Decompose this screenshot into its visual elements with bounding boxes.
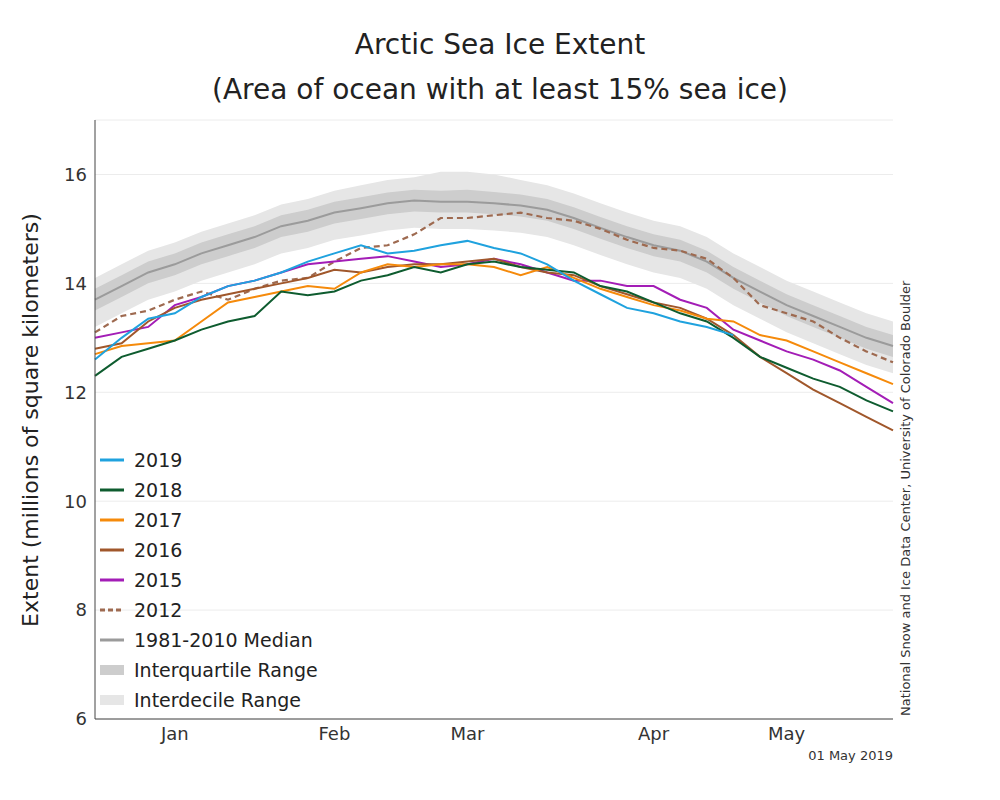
svg-text:14: 14 [64, 273, 87, 294]
html-text:01 May 2019: 01 May 2019 [808, 748, 893, 763]
svg-text:16: 16 [64, 164, 87, 185]
html-text:2019: 2019 [134, 449, 183, 471]
html-text:2015: 2015 [134, 569, 183, 591]
html-text:1981-2010 Median: 1981-2010 Median [134, 629, 313, 651]
html-text:Extent (millions of square kil: Extent (millions of square kilometers) [17, 213, 43, 627]
svg-text:12: 12 [64, 382, 87, 403]
svg-text:Feb: Feb [318, 723, 350, 744]
svg-text:10: 10 [64, 491, 87, 512]
svg-text:Jan: Jan [160, 723, 189, 744]
html-text:(Area of ocean with at least 1: (Area of ocean with at least 15% sea ice… [212, 73, 788, 106]
svg-text:8: 8 [76, 599, 87, 620]
html-text:Interquartile Range: Interquartile Range [134, 659, 318, 681]
svg-text:Apr: Apr [638, 723, 670, 744]
html-text:Interdecile Range: Interdecile Range [134, 689, 301, 711]
html-text:2018: 2018 [134, 479, 183, 501]
html-text:2016: 2016 [134, 539, 183, 561]
html-text:Arctic Sea Ice Extent: Arctic Sea Ice Extent [354, 28, 646, 61]
html-text:2012: 2012 [134, 599, 183, 621]
html-text:National Snow and Ice Data Cen: National Snow and Ice Data Center, Unive… [898, 280, 913, 716]
svg-text:May: May [768, 723, 806, 744]
html-text:2017: 2017 [134, 509, 183, 531]
svg-text:6: 6 [76, 708, 87, 729]
svg-text:Mar: Mar [450, 723, 485, 744]
